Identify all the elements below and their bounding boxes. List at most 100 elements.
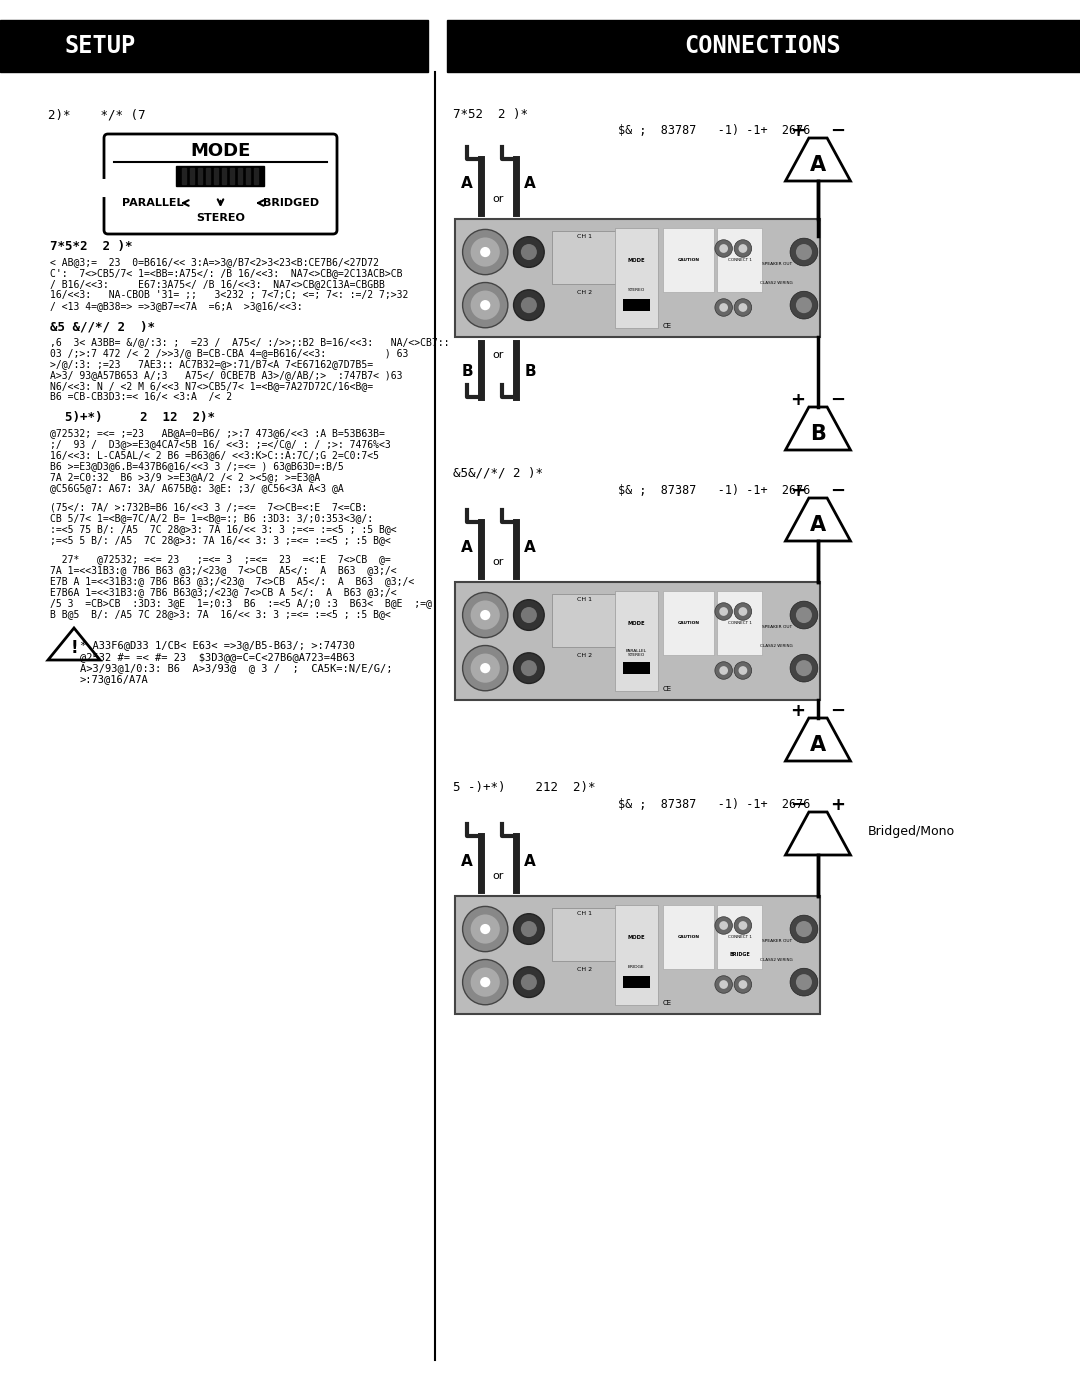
- Circle shape: [481, 664, 490, 673]
- Text: B6 >=E3@D3@6.B=437B6@16/<<3 3 /;=<= ) 63@B63D=:B/5: B6 >=E3@D3@6.B=437B6@16/<<3 3 /;=<= ) 63…: [50, 461, 343, 471]
- Text: B B@5  B/: /A5 7C 28@>3: 7A  16/<< 3: 3 ;=<= :=<5 ; :5 B@<: B B@5 B/: /A5 7C 28@>3: 7A 16/<< 3: 3 ;=…: [50, 609, 391, 619]
- Circle shape: [719, 981, 728, 989]
- Text: BRIDGED: BRIDGED: [262, 198, 319, 208]
- Text: /5 3  =CB>CB  :3D3: 3@E  1=;0:3  B6  :=<5 A/;0 :3  B63<  B@E  ;=@: /5 3 =CB>CB :3D3: 3@E 1=;0:3 B6 :=<5 A/;…: [50, 598, 432, 608]
- Bar: [552, 231, 617, 284]
- Text: STEREO: STEREO: [627, 288, 645, 292]
- Bar: [623, 977, 649, 988]
- Text: 5)+*)     2  12  2)*: 5)+*) 2 12 2)*: [50, 411, 215, 425]
- Circle shape: [734, 662, 752, 679]
- Circle shape: [739, 666, 747, 675]
- Text: @C56G5@7: A67: 3A/ A675B@: 3@E: ;3/ @C56<3A A<3 @A: @C56G5@7: A67: 3A/ A675B@: 3@E: ;3/ @C56…: [50, 483, 343, 493]
- Text: −: −: [831, 703, 846, 719]
- Circle shape: [791, 291, 818, 319]
- Bar: [717, 905, 762, 970]
- Circle shape: [521, 974, 537, 990]
- Bar: [615, 905, 659, 1004]
- Text: A: A: [524, 176, 536, 191]
- Text: :=<5 75 B/: /A5  7C 28@>3: 7A 16/<< 3: 3 ;=<= :=<5 ; :5 B@<: :=<5 75 B/: /A5 7C 28@>3: 7A 16/<< 3: 3 …: [50, 524, 396, 534]
- Bar: [447, 20, 1080, 73]
- Text: $& ;  83787   -1) -1+  2676: $& ; 83787 -1) -1+ 2676: [618, 124, 810, 137]
- Text: / <13 4=@B38=> =>3@B7=<7A  =6;A  >3@16/<<3:: / <13 4=@B38=> =>3@B7=<7A =6;A >3@16/<<3…: [50, 300, 302, 312]
- Text: SPEAKER OUT: SPEAKER OUT: [761, 939, 792, 943]
- Circle shape: [796, 244, 812, 260]
- Circle shape: [521, 608, 537, 623]
- Circle shape: [791, 601, 818, 629]
- Text: ,6  3< A3BB= &/@/:3: ;  =23 /  A75</ :/>>;:B2 B=16/<<3:   NA/<>CB7::: ,6 3< A3BB= &/@/:3: ; =23 / A75</ :/>>;:…: [50, 337, 449, 346]
- Bar: [455, 895, 820, 1014]
- Text: $& ;  87387   -1) -1+  2676: $& ; 87387 -1) -1+ 2676: [618, 483, 810, 497]
- Text: SETUP: SETUP: [65, 34, 136, 59]
- Text: CH 2: CH 2: [577, 289, 592, 295]
- Circle shape: [462, 960, 508, 1004]
- Text: @2532 #= =< #= 23  $3D3@@=C=C<27B6@A723=4B63: @2532 #= =< #= 23 $3D3@@=C=C<27B6@A723=4…: [80, 652, 355, 662]
- Circle shape: [796, 661, 812, 676]
- Circle shape: [481, 610, 490, 620]
- Bar: [198, 168, 202, 184]
- Text: 7A 1=<<31B3:@ 7B6 B63 @3;/<23@  7<>CB  A5</:  A  B63  @3;/<: 7A 1=<<31B3:@ 7B6 B63 @3;/<23@ 7<>CB A5<…: [50, 564, 396, 576]
- Bar: [183, 168, 186, 184]
- Circle shape: [739, 981, 747, 989]
- Circle shape: [471, 654, 500, 683]
- Circle shape: [734, 975, 752, 993]
- Text: +: +: [791, 391, 806, 409]
- Text: 2)*    */* (7: 2)* */* (7: [48, 108, 146, 122]
- Text: A>3/93@1/0:3: B6  A>3/93@  @ 3 /  ;  CA5K=:N/E/G/;: A>3/93@1/0:3: B6 A>3/93@ @ 3 / ; CA5K=:N…: [80, 664, 392, 673]
- Text: CH 1: CH 1: [577, 235, 592, 239]
- Text: CONNECT 1: CONNECT 1: [728, 258, 752, 263]
- Circle shape: [514, 967, 544, 997]
- Circle shape: [719, 666, 728, 675]
- Text: A: A: [524, 539, 536, 555]
- Text: or: or: [492, 351, 504, 360]
- Bar: [663, 591, 714, 655]
- Text: CAUTION: CAUTION: [677, 622, 700, 626]
- Text: or: or: [492, 870, 504, 882]
- Circle shape: [471, 237, 500, 267]
- Text: CLASS2 WIRING: CLASS2 WIRING: [760, 281, 793, 285]
- Bar: [246, 168, 249, 184]
- Text: 16/<<3: L-CA5AL/< 2 B6 =B63@6/ <<3:K>C::A:7C/;G 2=C0:7<5: 16/<<3: L-CA5AL/< 2 B6 =B63@6/ <<3:K>C::…: [50, 450, 379, 460]
- Circle shape: [514, 652, 544, 683]
- Bar: [717, 229, 762, 292]
- Text: ;/  93 /  D3@>=E3@4CA7<5B 16/ <<3: ;=</C@/ : / ;>: 7476%<3: ;/ 93 / D3@>=E3@4CA7<5B 16/ <<3: ;=</C@/…: [50, 439, 391, 448]
- Text: STEREO: STEREO: [197, 212, 245, 224]
- Circle shape: [739, 244, 747, 253]
- Text: Bridged/Mono: Bridged/Mono: [868, 826, 955, 838]
- Circle shape: [462, 229, 508, 275]
- Circle shape: [734, 602, 752, 620]
- Text: CONNECT 1: CONNECT 1: [728, 622, 752, 626]
- Text: 7A 2=C0:32  B6 >3/9 >=E3@A/2 /< 2 ><5@; >=E3@A: 7A 2=C0:32 B6 >3/9 >=E3@A/2 /< 2 ><5@; >…: [50, 472, 321, 482]
- Text: PARALLEL: PARALLEL: [122, 198, 184, 208]
- Text: C':  7<>CB5/7< 1=<BB=:A75</: /B 16/<<3:  NA7<>CB@=2C13ACB>CB: C': 7<>CB5/7< 1=<BB=:A75</: /B 16/<<3: N…: [50, 268, 403, 278]
- Circle shape: [791, 237, 818, 265]
- Circle shape: [715, 975, 732, 993]
- Text: MODE: MODE: [627, 258, 645, 263]
- Circle shape: [471, 968, 500, 996]
- Circle shape: [514, 289, 544, 320]
- Text: A: A: [461, 539, 473, 555]
- Bar: [176, 166, 264, 186]
- Text: BRIDGE: BRIDGE: [629, 965, 645, 968]
- Circle shape: [715, 602, 732, 620]
- Circle shape: [471, 601, 500, 630]
- Circle shape: [719, 303, 728, 312]
- Circle shape: [796, 921, 812, 937]
- Bar: [552, 594, 617, 647]
- Bar: [238, 168, 242, 184]
- Circle shape: [796, 608, 812, 623]
- Circle shape: [715, 916, 732, 935]
- Bar: [254, 168, 258, 184]
- Circle shape: [462, 645, 508, 690]
- Circle shape: [715, 299, 732, 316]
- Bar: [615, 591, 659, 690]
- Text: or: or: [492, 557, 504, 567]
- Circle shape: [739, 303, 747, 312]
- Text: CB 5/7< 1=<B@=7C/A/2 B= 1=<B@=:; B6 :3D3: 3/;0:353<3@/:: CB 5/7< 1=<B@=7C/A/2 B= 1=<B@=:; B6 :3D3…: [50, 513, 373, 522]
- Circle shape: [715, 240, 732, 257]
- Circle shape: [471, 291, 500, 320]
- Text: −: −: [831, 391, 846, 409]
- Text: CONNECTIONS: CONNECTIONS: [685, 34, 841, 59]
- Circle shape: [796, 298, 812, 313]
- Circle shape: [719, 608, 728, 616]
- Text: $& ;  87387   -1) -1+  2676: $& ; 87387 -1) -1+ 2676: [618, 798, 810, 812]
